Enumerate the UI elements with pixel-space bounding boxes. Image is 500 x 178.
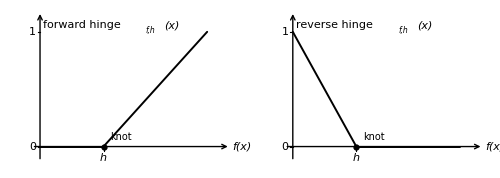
Text: 0: 0 [29,142,36,151]
Text: (x): (x) [418,20,432,30]
Text: f,h: f,h [146,26,155,35]
Text: 0: 0 [282,142,288,151]
Text: 1: 1 [282,27,288,37]
Text: knot: knot [110,132,132,142]
Text: h: h [100,153,107,163]
Text: f(x): f(x) [232,142,252,151]
Text: f,h: f,h [398,26,408,35]
Text: (x): (x) [164,20,180,30]
Text: forward hinge: forward hinge [44,20,121,30]
Text: knot: knot [363,132,384,142]
Text: reverse hinge: reverse hinge [296,20,373,30]
Text: h: h [353,153,360,163]
Text: 1: 1 [29,27,36,37]
Text: f(x): f(x) [485,142,500,151]
